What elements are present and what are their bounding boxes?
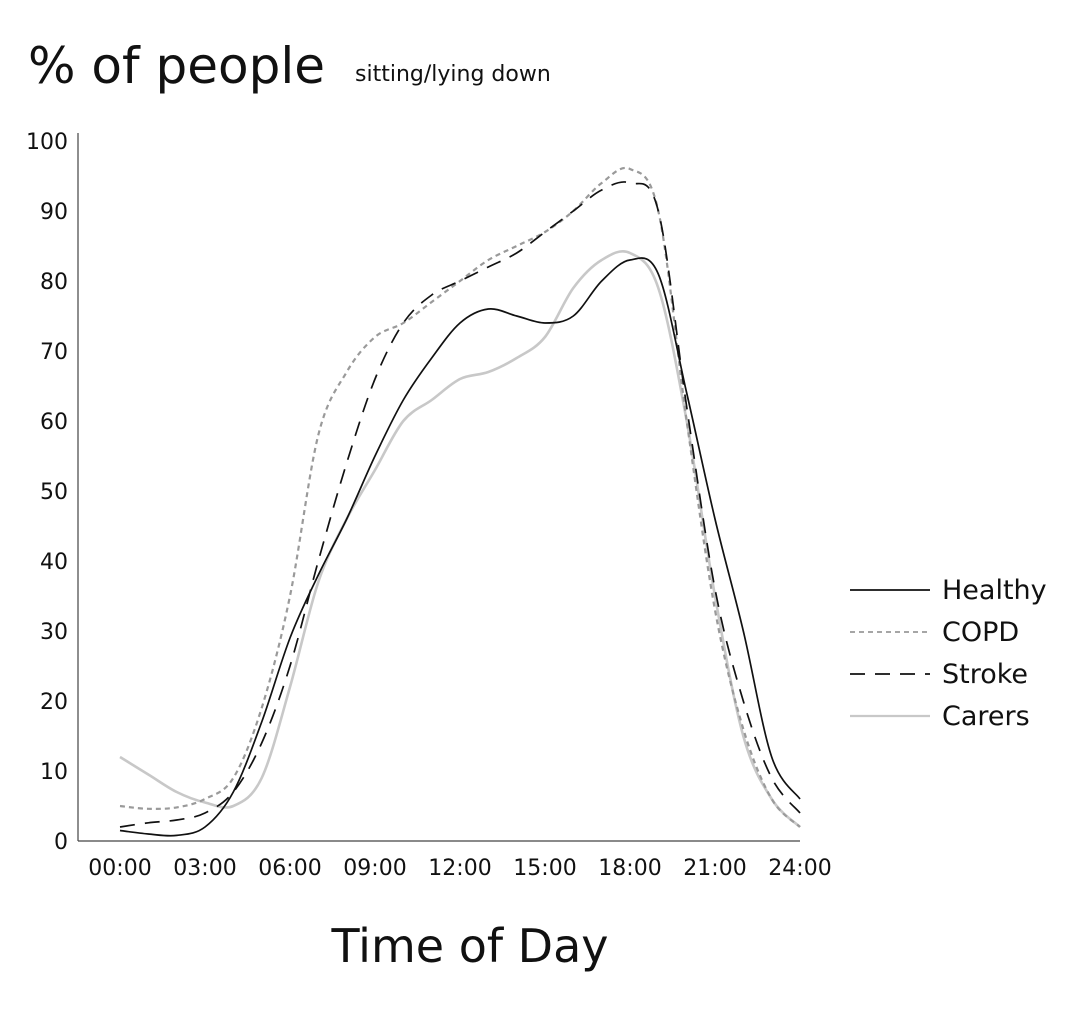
legend-label-carers: Carers [942, 701, 1030, 732]
x-axis-label: Time of Day [331, 919, 609, 973]
x-tick-label: 15:00 [513, 856, 576, 881]
y-tick-label: 80 [40, 270, 68, 295]
legend-label-stroke: Stroke [942, 659, 1028, 690]
y-tick-label: 60 [40, 410, 68, 435]
x-tick-label: 12:00 [428, 856, 491, 881]
series-line-copd [119, 166, 801, 828]
legend-label-healthy: Healthy [942, 575, 1047, 606]
series-line-carers [119, 250, 801, 828]
x-tick-label: 03:00 [173, 856, 236, 881]
x-tick-label: 21:00 [683, 856, 746, 881]
y-tick-label: 100 [26, 130, 68, 155]
chart-subtitle: sitting/lying down [355, 62, 551, 87]
x-tick-label: 18:00 [598, 856, 661, 881]
y-tick-label: 50 [40, 480, 68, 505]
x-tick-label: 06:00 [258, 856, 321, 881]
series-lines [119, 166, 801, 837]
x-tick-label: 09:00 [343, 856, 406, 881]
y-tick-label: 10 [40, 760, 68, 785]
y-tick-label: 20 [40, 690, 68, 715]
y-tick-label: 30 [40, 620, 68, 645]
y-tick-label: 0 [54, 830, 68, 855]
y-tick-label: 40 [40, 550, 68, 575]
legend-label-copd: COPD [942, 617, 1019, 648]
series-line-stroke [119, 181, 801, 828]
x-tick-labels: 00:00 03:00 06:00 09:00 12:00 15:00 18:00 21:00… [88, 856, 831, 881]
chart-title: % of people [28, 37, 325, 95]
legend: Healthy COPD Stroke Carers [850, 575, 1047, 732]
y-tick-label: 70 [40, 340, 68, 365]
x-tick-label: 00:00 [88, 856, 151, 881]
series-line-healthy [119, 257, 801, 837]
x-tick-label: 24:00 [768, 856, 831, 881]
y-tick-label: 90 [40, 200, 68, 225]
y-tick-labels: 0 10 20 30 40 50 60 70 80 90 100 [26, 130, 68, 855]
